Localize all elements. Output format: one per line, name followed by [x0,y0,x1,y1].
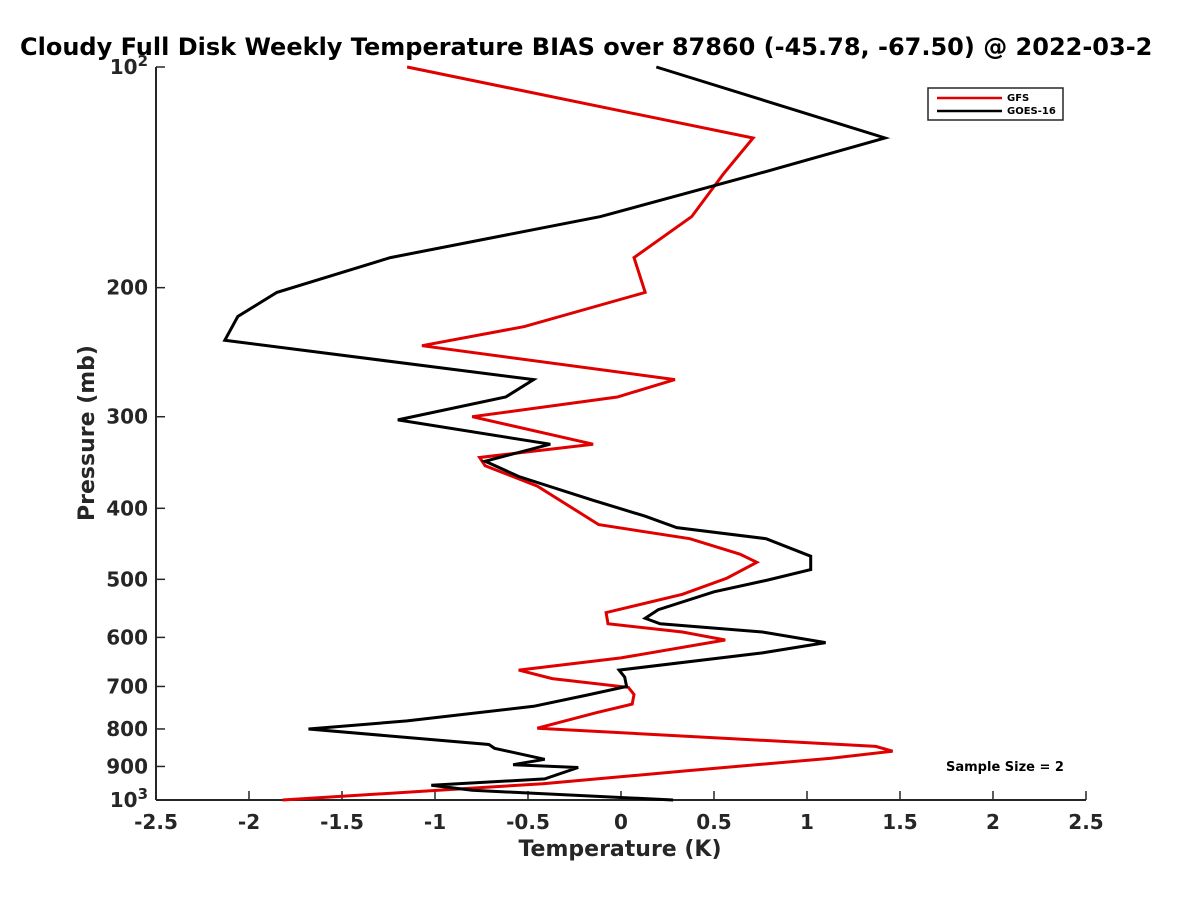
series-line-gfs [282,65,894,802]
x-tick-label: 1.5 [882,810,917,834]
y-tick-label: 700 [106,674,148,698]
x-tick-label: 1 [800,810,814,834]
x-tick-label: -1.5 [320,810,364,834]
series-line-goes16 [222,65,891,802]
x-tick-label: -2.5 [134,810,178,834]
x-tick-label: -2 [238,810,260,834]
x-tick-label: 2.5 [1068,810,1103,834]
y-tick-label: 102 [110,52,148,79]
series-lines [222,65,894,802]
legend-label-goes16: GOES-16 [1007,106,1056,117]
legend: GFS GOES-16 [927,87,1064,121]
legend-box [927,87,1064,121]
y-tick-label: 200 [106,276,148,300]
chart-title: Cloudy Full Disk Weekly Temperature BIAS… [20,33,1152,61]
x-tick-label: 2 [986,810,1000,834]
y-tick-label: 400 [106,496,148,520]
x-axis-label: Temperature (K) [518,837,721,862]
y-axis-label: Pressure (mb) [75,345,100,521]
y-tick-label: 900 [106,754,148,778]
y-tick-label: 500 [106,567,148,591]
y-axis-ticks: 102 200 300 400 500 600 700 800 900 103 [106,52,165,812]
y-tick-label: 300 [106,405,148,429]
x-axis-ticks: -2.5 -2 -1.5 -1 -0.5 0 0.5 1 1.5 2 2.5 [134,791,1104,834]
x-tick-label: 0.5 [696,810,731,834]
sample-size-annotation: Sample Size = 2 [946,760,1064,775]
plot-area: -2.5 -2 -1.5 -1 -0.5 0 0.5 1 1.5 2 2.5 102 200 300 40… [106,52,1103,834]
y-tick-label: 800 [106,717,148,741]
x-tick-label: 0 [614,810,628,834]
legend-label-gfs: GFS [1007,93,1029,104]
x-tick-label: -1 [424,810,446,834]
x-tick-label: -0.5 [506,810,550,834]
y-tick-label: 600 [106,625,148,649]
y-tick-label: 103 [110,785,148,812]
